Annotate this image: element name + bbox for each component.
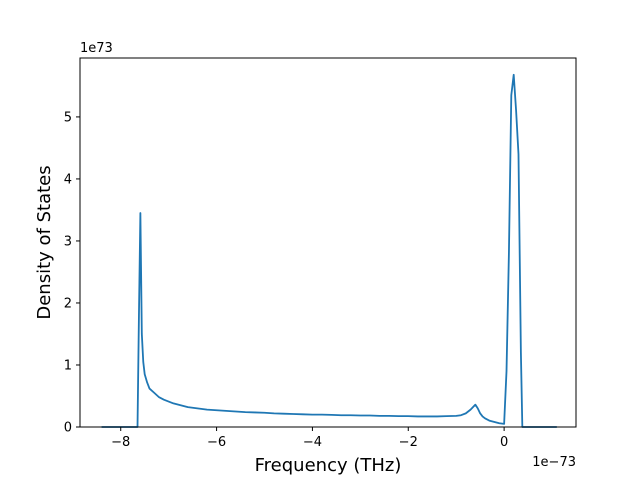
x-tick-label: −8 (111, 435, 130, 450)
x-axis-label: Frequency (THz) (255, 455, 402, 476)
plot-layer (101, 73, 557, 428)
y-tick-label: 1 (64, 358, 72, 373)
y-axis-label: Density of States (34, 165, 55, 319)
y-tick-label: 5 (64, 110, 72, 125)
x-tick-label: −2 (399, 435, 418, 450)
x-axis-ticks: −8 −6 −4 −2 0 (111, 427, 508, 450)
plot-frame (79, 57, 577, 428)
y-tick-label: 0 (64, 421, 72, 436)
x-offset-label: 1e−73 (532, 455, 576, 470)
x-tick-label: −6 (207, 435, 226, 450)
dos-series-line (101, 73, 557, 428)
y-tick-label: 3 (64, 234, 72, 249)
y-offset-label: 1e73 (80, 41, 113, 56)
y-tick-label: 2 (64, 296, 72, 311)
y-tick-label: 4 (64, 172, 72, 187)
y-axis-ticks: 0 1 2 3 4 5 (64, 110, 80, 436)
x-tick-label: 0 (500, 435, 508, 450)
x-tick-label: −4 (303, 435, 322, 450)
